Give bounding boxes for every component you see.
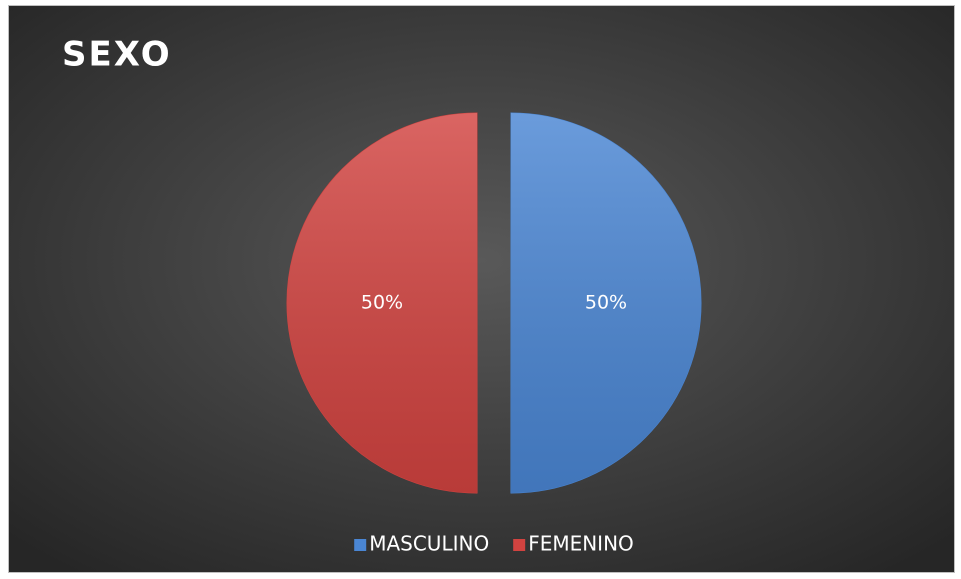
chart-title: SEXO — [62, 35, 172, 75]
data-label: 50% — [585, 292, 627, 314]
legend-marker — [513, 539, 526, 551]
legend-label: FEMENINO — [528, 532, 634, 556]
legend: MASCULINO FEMENINO — [354, 532, 634, 556]
legend-marker — [354, 539, 367, 551]
chart-area — [8, 5, 955, 573]
legend-label: MASCULINO — [369, 532, 489, 556]
data-label: 50% — [361, 292, 403, 314]
